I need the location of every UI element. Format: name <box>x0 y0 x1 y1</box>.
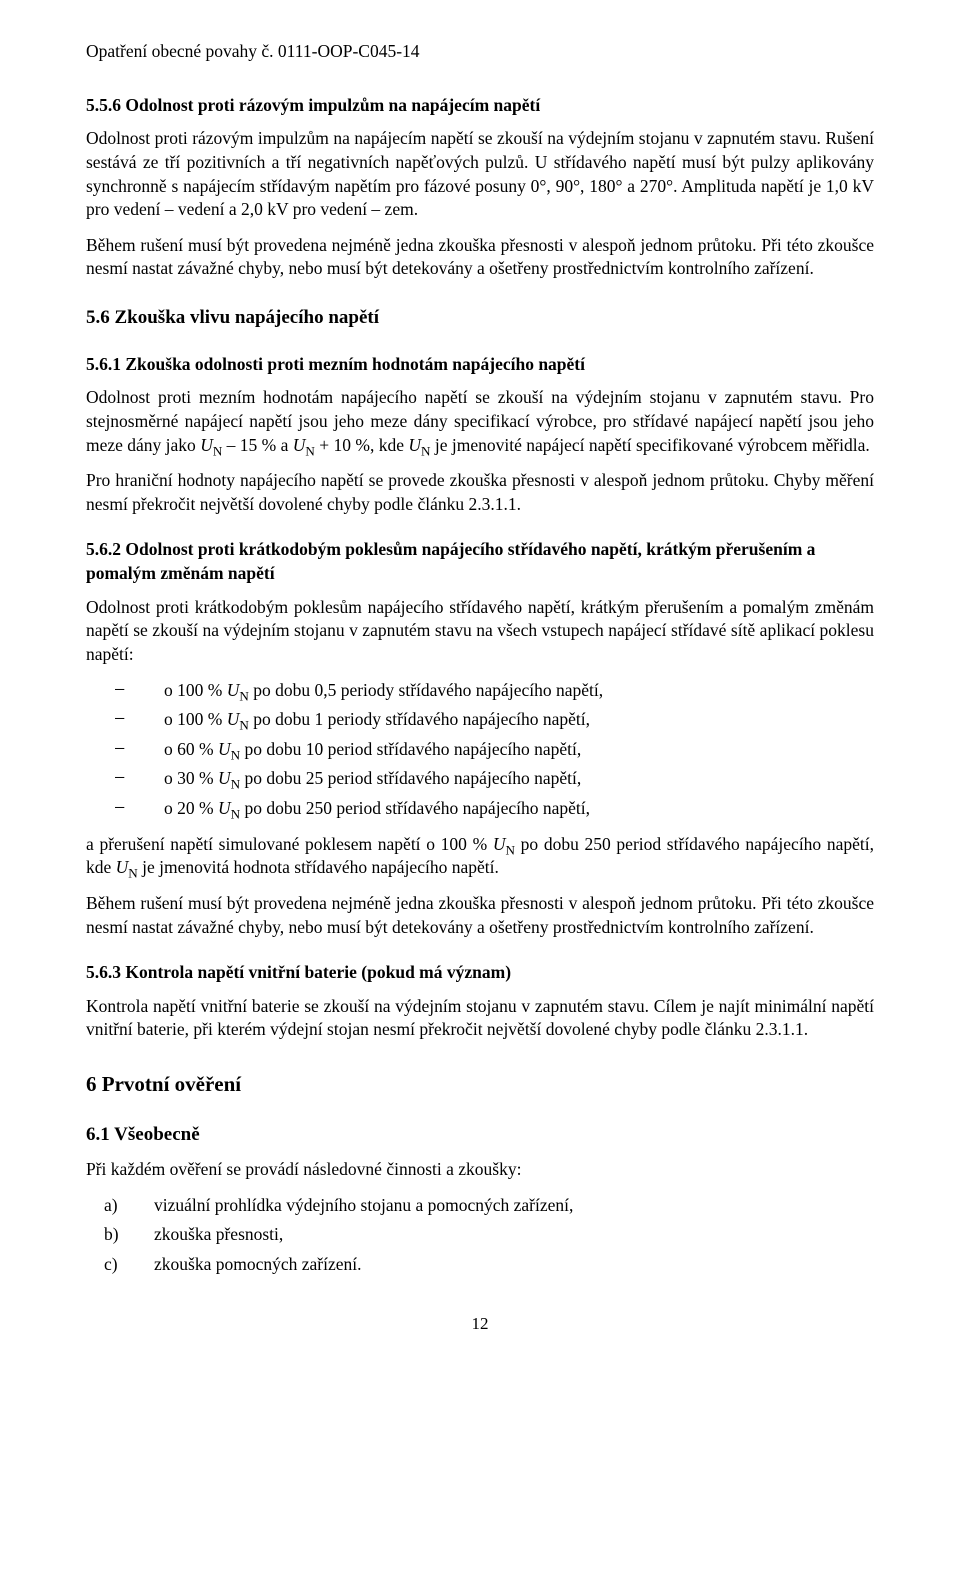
list-item: − o 100 % UN po dobu 0,5 periody střídav… <box>86 679 874 703</box>
var-u: U <box>218 798 231 818</box>
list-item-text: o 100 % UN po dobu 1 periody střídavého … <box>164 708 874 732</box>
list-item-text: o 20 % UN po dobu 250 period střídavého … <box>164 797 874 821</box>
dash-icon: − <box>86 797 164 821</box>
heading-6-1: 6.1 Všeobecně <box>86 1122 874 1148</box>
var-u: U <box>218 768 231 788</box>
var-u: U <box>227 709 240 729</box>
list-item-text: zkouška pomocných zařízení. <box>154 1253 874 1277</box>
var-n: N <box>231 747 240 762</box>
var-u: U <box>227 680 240 700</box>
page-header: Opatření obecné povahy č. 0111-OOP-C045-… <box>86 40 874 64</box>
list-item: − o 20 % UN po dobu 250 period střídavéh… <box>86 797 874 821</box>
heading-5-6-2: 5.6.2 Odolnost proti krátkodobým poklesů… <box>86 538 874 585</box>
list-item: b) zkouška přesnosti, <box>86 1223 874 1247</box>
text: o 100 % <box>164 709 227 729</box>
var-u: U <box>293 435 306 455</box>
list-item-text: o 60 % UN po dobu 10 period střídavého n… <box>164 738 874 762</box>
text: – 15 % a <box>222 435 292 455</box>
paragraph: Odolnost proti krátkodobým poklesům napá… <box>86 596 874 667</box>
text: o 20 % <box>164 798 218 818</box>
list-item-text: o 100 % UN po dobu 0,5 periody střídavéh… <box>164 679 874 703</box>
list-item-text: zkouška přesnosti, <box>154 1223 874 1247</box>
var-u: U <box>493 834 506 854</box>
heading-5-6-3: 5.6.3 Kontrola napětí vnitřní baterie (p… <box>86 961 874 985</box>
list-label: b) <box>86 1223 154 1247</box>
text: o 100 % <box>164 680 227 700</box>
heading-5-5-6: 5.5.6 Odolnost proti rázovým impulzům na… <box>86 94 874 118</box>
paragraph: Odolnost proti mezním hodnotám napájecíh… <box>86 386 874 457</box>
paragraph: Odolnost proti rázovým impulzům na napáj… <box>86 127 874 222</box>
page: Opatření obecné povahy č. 0111-OOP-C045-… <box>0 0 960 1385</box>
var-u: U <box>200 435 213 455</box>
dash-icon: − <box>86 708 164 732</box>
list-item: − o 30 % UN po dobu 25 period střídavého… <box>86 767 874 791</box>
text: je jmenovitá hodnota střídavého napájecí… <box>138 857 499 877</box>
dash-icon: − <box>86 679 164 703</box>
paragraph: Během rušení musí být provedena nejméně … <box>86 892 874 939</box>
text: a přerušení napětí simulované poklesem n… <box>86 834 493 854</box>
var-n: N <box>213 443 222 458</box>
var-n: N <box>305 443 314 458</box>
paragraph: Pro hraniční hodnoty napájecího napětí s… <box>86 469 874 516</box>
var-u: U <box>116 857 129 877</box>
paragraph: Kontrola napětí vnitřní baterie se zkouš… <box>86 995 874 1042</box>
var-n: N <box>239 688 248 703</box>
text: je jmenovité napájecí napětí specifikova… <box>430 435 869 455</box>
var-u: U <box>408 435 421 455</box>
heading-6: 6 Prvotní ověření <box>86 1070 874 1098</box>
heading-5-6-1: 5.6.1 Zkouška odolnosti proti mezním hod… <box>86 353 874 377</box>
dash-icon: − <box>86 767 164 791</box>
var-n: N <box>128 866 137 881</box>
list-item-text: vizuální prohlídka výdejního stojanu a p… <box>154 1194 874 1218</box>
page-number: 12 <box>86 1313 874 1336</box>
paragraph: Při každém ověření se provádí následovné… <box>86 1158 874 1182</box>
text: po dobu 250 period střídavého napájecího… <box>240 798 590 818</box>
paragraph: a přerušení napětí simulované poklesem n… <box>86 833 874 880</box>
text: o 60 % <box>164 739 218 759</box>
text: po dobu 1 periody střídavého napájecího … <box>249 709 590 729</box>
var-n: N <box>231 777 240 792</box>
var-u: U <box>218 739 231 759</box>
text: + 10 %, kde <box>315 435 408 455</box>
list-item: − o 60 % UN po dobu 10 period střídavého… <box>86 738 874 762</box>
var-n: N <box>231 807 240 822</box>
list-label: c) <box>86 1253 154 1277</box>
list-item: c) zkouška pomocných zařízení. <box>86 1253 874 1277</box>
dash-icon: − <box>86 738 164 762</box>
bullet-list: − o 100 % UN po dobu 0,5 periody střídav… <box>86 679 874 821</box>
text: po dobu 10 period střídavého napájecího … <box>240 739 581 759</box>
var-n: N <box>505 842 514 857</box>
list-label: a) <box>86 1194 154 1218</box>
var-n: N <box>239 718 248 733</box>
list-item: − o 100 % UN po dobu 1 periody střídavéh… <box>86 708 874 732</box>
list-item-text: o 30 % UN po dobu 25 period střídavého n… <box>164 767 874 791</box>
paragraph: Během rušení musí být provedena nejméně … <box>86 234 874 281</box>
alpha-list: a) vizuální prohlídka výdejního stojanu … <box>86 1194 874 1277</box>
list-item: a) vizuální prohlídka výdejního stojanu … <box>86 1194 874 1218</box>
text: o 30 % <box>164 768 218 788</box>
text: po dobu 25 period střídavého napájecího … <box>240 768 581 788</box>
heading-5-6: 5.6 Zkouška vlivu napájecího napětí <box>86 305 874 331</box>
text: po dobu 0,5 periody střídavého napájecíh… <box>249 680 603 700</box>
